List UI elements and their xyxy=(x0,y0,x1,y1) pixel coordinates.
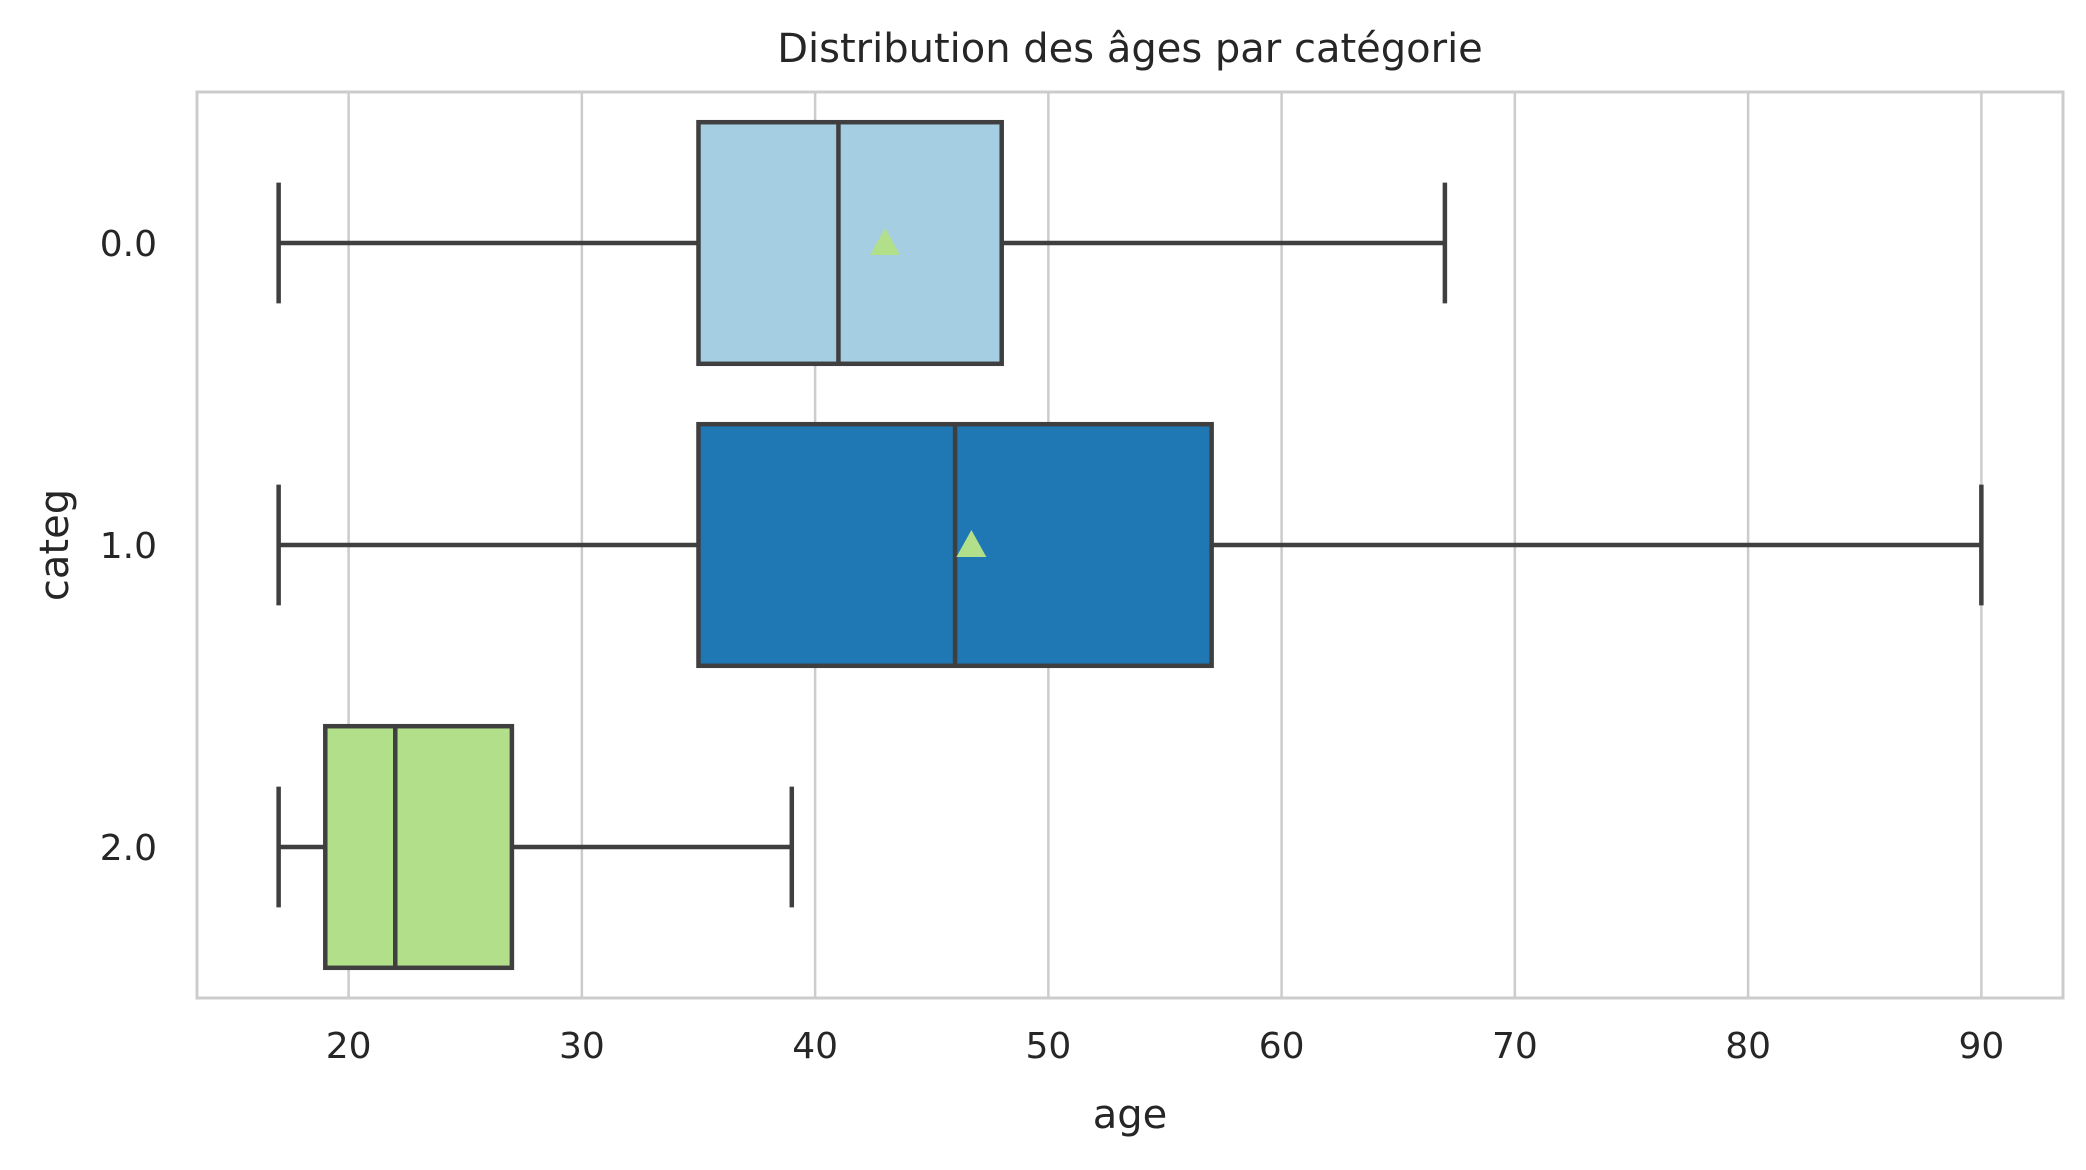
x-tick-label: 70 xyxy=(1492,1026,1538,1067)
x-tick-label: 30 xyxy=(559,1026,605,1067)
box-group xyxy=(276,119,1448,367)
x-tick-label: 20 xyxy=(326,1026,372,1067)
y-tick-label: 0.0 xyxy=(100,224,157,265)
x-tick-label: 90 xyxy=(1958,1026,2004,1067)
x-axis-label: age xyxy=(1093,1092,1168,1138)
x-tick-labels: 20 30 40 50 60 70 80 90 xyxy=(326,1026,2005,1067)
box-group xyxy=(276,421,1984,669)
box-group xyxy=(276,723,795,971)
box-body xyxy=(696,119,1004,367)
x-tick-label: 40 xyxy=(792,1026,838,1067)
box-body xyxy=(323,723,515,971)
y-tick-label: 1.0 xyxy=(100,526,157,567)
x-tick-label: 80 xyxy=(1725,1026,1771,1067)
mean-marker xyxy=(443,832,474,859)
x-tick-label: 50 xyxy=(1025,1026,1071,1067)
plot-frame xyxy=(195,90,2065,1000)
y-axis-label: categ xyxy=(32,489,78,601)
box-series xyxy=(276,119,1984,971)
mean-marker xyxy=(870,228,901,255)
y-tick-label: 2.0 xyxy=(100,828,157,869)
chart-title: Distribution des âges par catégorie xyxy=(777,26,1483,72)
y-tick-labels: 0.0 1.0 2.0 xyxy=(100,224,157,869)
mean-marker xyxy=(956,530,987,557)
x-tick-label: 60 xyxy=(1259,1026,1305,1067)
